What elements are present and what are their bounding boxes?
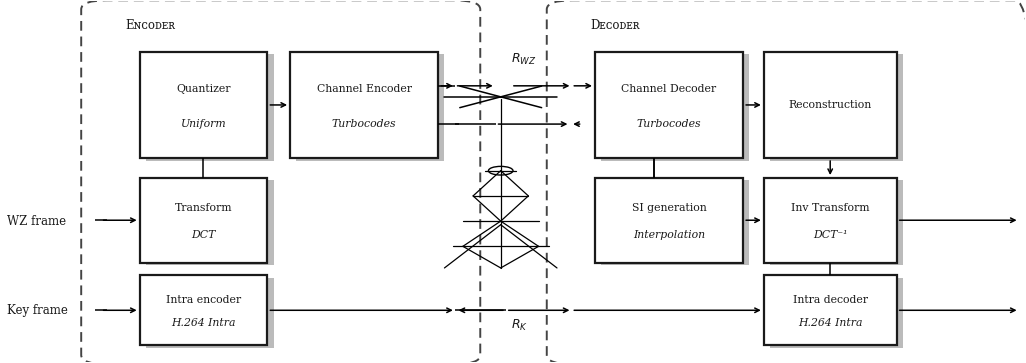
Text: Eɴᴄᴏᴅᴇʀ: Eɴᴄᴏᴅᴇʀ	[125, 19, 175, 32]
FancyBboxPatch shape	[140, 275, 268, 346]
Text: Turbocodes: Turbocodes	[637, 119, 702, 129]
FancyBboxPatch shape	[601, 180, 749, 265]
FancyBboxPatch shape	[146, 54, 274, 160]
FancyBboxPatch shape	[763, 275, 897, 346]
Text: Interpolation: Interpolation	[633, 231, 705, 240]
FancyBboxPatch shape	[770, 278, 903, 348]
Text: $R_{WZ}$: $R_{WZ}$	[511, 52, 537, 66]
Text: Channel Encoder: Channel Encoder	[317, 84, 411, 94]
Text: Intra decoder: Intra decoder	[793, 295, 868, 305]
Text: Channel Decoder: Channel Decoder	[622, 84, 716, 94]
FancyBboxPatch shape	[595, 52, 743, 158]
Text: Reconstruction: Reconstruction	[789, 100, 872, 110]
Text: Turbocodes: Turbocodes	[331, 119, 396, 129]
Text: DCT: DCT	[191, 231, 215, 240]
FancyBboxPatch shape	[297, 54, 444, 160]
Text: Inv Transform: Inv Transform	[791, 203, 869, 212]
FancyBboxPatch shape	[763, 52, 897, 158]
Text: DCT⁻¹: DCT⁻¹	[813, 231, 847, 240]
Text: Uniform: Uniform	[181, 119, 227, 129]
Text: Quantizer: Quantizer	[176, 84, 231, 94]
Text: SI generation: SI generation	[632, 203, 707, 212]
Text: $R_{K}$: $R_{K}$	[511, 318, 528, 333]
FancyBboxPatch shape	[595, 178, 743, 262]
FancyBboxPatch shape	[140, 52, 268, 158]
Text: WZ frame: WZ frame	[6, 215, 66, 228]
FancyBboxPatch shape	[601, 54, 749, 160]
Text: Key frame: Key frame	[6, 303, 68, 317]
Text: H.264 Intra: H.264 Intra	[798, 318, 863, 328]
FancyBboxPatch shape	[770, 54, 903, 160]
FancyBboxPatch shape	[140, 178, 268, 262]
FancyBboxPatch shape	[146, 278, 274, 348]
Text: Dᴇᴄᴏᴅᴇʀ: Dᴇᴄᴏᴅᴇʀ	[591, 19, 640, 32]
Text: H.264 Intra: H.264 Intra	[171, 318, 236, 328]
FancyBboxPatch shape	[146, 180, 274, 265]
FancyBboxPatch shape	[763, 178, 897, 262]
FancyBboxPatch shape	[290, 52, 438, 158]
FancyBboxPatch shape	[770, 180, 903, 265]
Text: Transform: Transform	[174, 203, 232, 212]
Text: Intra encoder: Intra encoder	[166, 295, 241, 305]
